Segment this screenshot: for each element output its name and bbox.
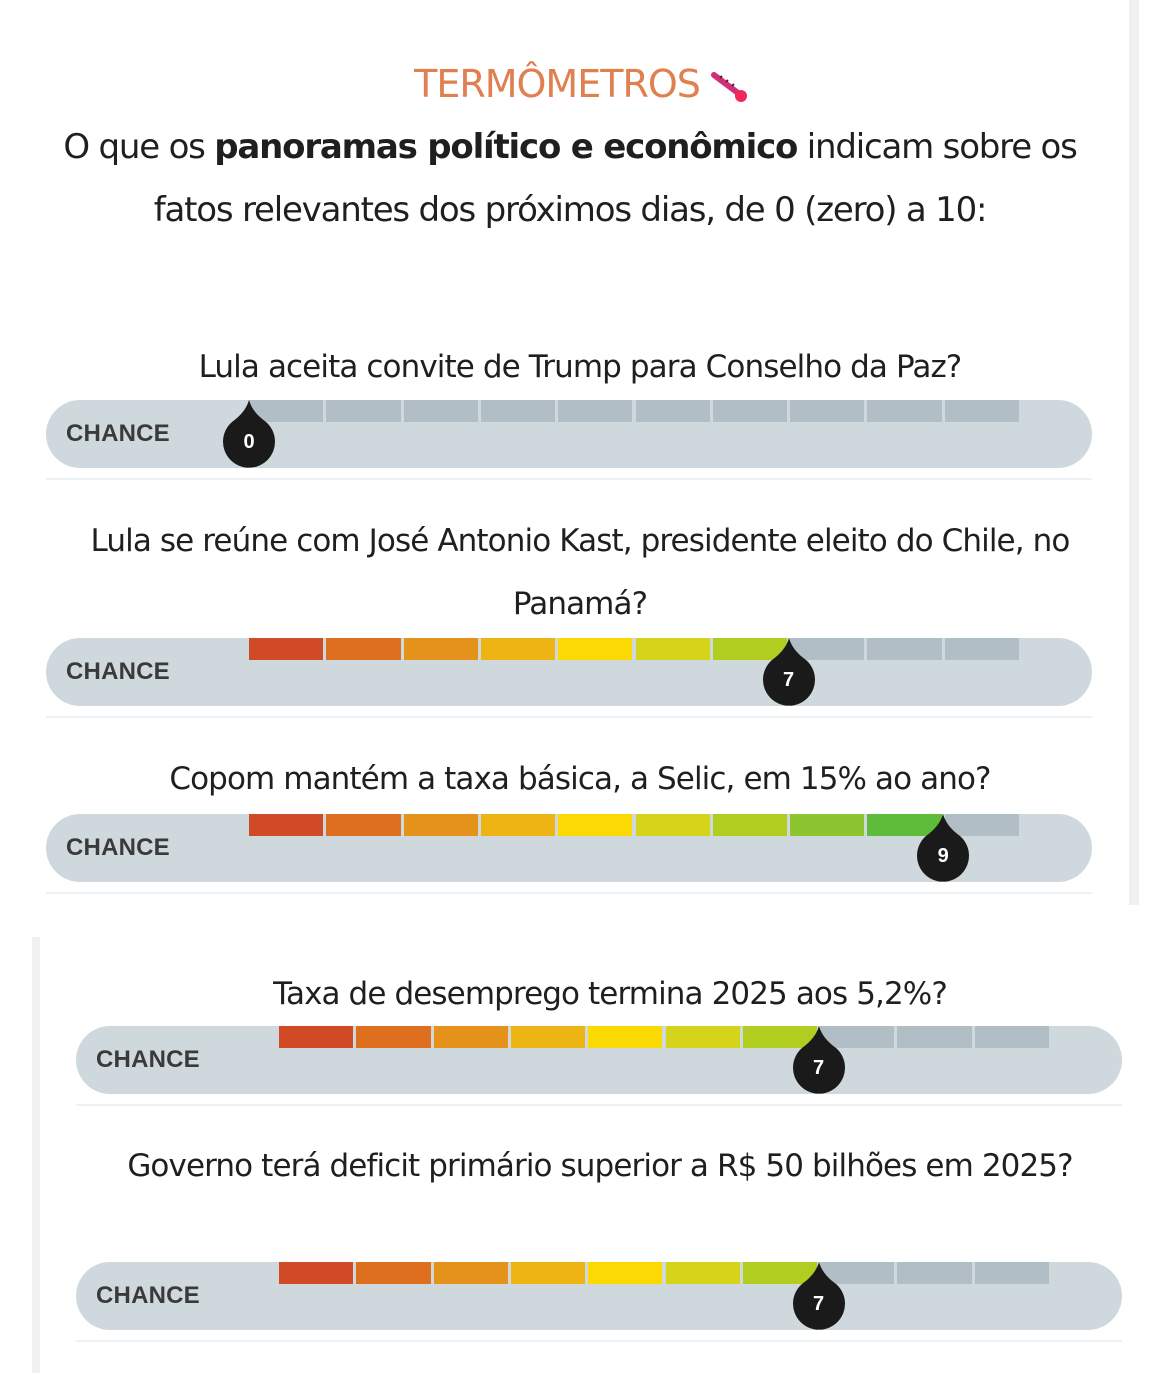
chance-label: CHANCE bbox=[66, 834, 170, 861]
divider bbox=[76, 1104, 1122, 1106]
thermometer-question: Lula aceita convite de Trump para Consel… bbox=[198, 349, 963, 385]
value-pointer: 7 bbox=[792, 1262, 846, 1334]
scale-segment bbox=[249, 814, 324, 836]
divider bbox=[46, 892, 1092, 894]
thermometer-track: CHANCE 7 bbox=[46, 638, 1092, 706]
scale-segment bbox=[665, 1026, 740, 1048]
scale-segment bbox=[356, 1262, 431, 1284]
scale-segment bbox=[588, 1026, 663, 1048]
scale-segment bbox=[635, 814, 710, 836]
scale-segment bbox=[665, 1262, 740, 1284]
scale-segment bbox=[249, 400, 324, 422]
scale-segment bbox=[510, 1026, 586, 1048]
scale-segment bbox=[944, 814, 1019, 836]
scale-segment bbox=[974, 1262, 1049, 1284]
value-number: 7 bbox=[813, 1293, 825, 1315]
chance-label: CHANCE bbox=[96, 1282, 200, 1309]
intro-text: O que os panoramas político e econômico … bbox=[40, 116, 1100, 242]
value-pointer: 9 bbox=[916, 814, 970, 886]
scale-segment bbox=[433, 1262, 508, 1284]
value-number: 0 bbox=[243, 431, 255, 453]
value-pointer: 7 bbox=[762, 638, 816, 710]
thermometer-track: CHANCE 9 bbox=[46, 814, 1092, 882]
value-number: 7 bbox=[813, 1057, 825, 1079]
scale-segment bbox=[897, 1262, 972, 1284]
scale-segment bbox=[820, 1262, 895, 1284]
scale-segment bbox=[279, 1026, 354, 1048]
divider bbox=[46, 478, 1092, 480]
chance-label: CHANCE bbox=[96, 1046, 200, 1073]
scale-segment bbox=[742, 1026, 818, 1048]
scale-segment bbox=[867, 814, 942, 836]
scale-segment bbox=[742, 1262, 818, 1284]
thermometer-question: Lula se reúne com José Antonio Kast, pre… bbox=[90, 523, 1071, 622]
scale-segment bbox=[790, 638, 865, 660]
scale-segment bbox=[635, 400, 710, 422]
scale-segment bbox=[326, 638, 401, 660]
thermometer-question: Governo terá deficit primário superior a… bbox=[127, 1148, 1073, 1184]
scale-segment bbox=[558, 814, 633, 836]
intro-bold: panoramas político e econômico bbox=[214, 127, 798, 167]
section-title: TERMÔMETROS bbox=[0, 58, 1166, 110]
section-title-text: TERMÔMETROS bbox=[414, 62, 701, 106]
divider bbox=[76, 1340, 1122, 1342]
value-pointer: 7 bbox=[792, 1026, 846, 1098]
divider bbox=[46, 716, 1092, 718]
intro-pre: O que os bbox=[63, 127, 215, 167]
chance-label: CHANCE bbox=[66, 420, 170, 447]
scale-segment bbox=[712, 638, 788, 660]
scale-segment bbox=[974, 1026, 1049, 1048]
scale-segment bbox=[790, 400, 865, 422]
scale-segment bbox=[356, 1026, 431, 1048]
scale-segment bbox=[897, 1026, 972, 1048]
scale-segment bbox=[820, 1026, 895, 1048]
scale-segment bbox=[403, 638, 478, 660]
chance-label: CHANCE bbox=[66, 658, 170, 685]
scale-segment bbox=[944, 638, 1019, 660]
scale-segment bbox=[326, 814, 401, 836]
scale-segment bbox=[867, 400, 942, 422]
panel-edge-right bbox=[1129, 0, 1139, 905]
scale-segment bbox=[249, 638, 324, 660]
scale-segment bbox=[403, 814, 478, 836]
value-pointer: 0 bbox=[222, 400, 276, 472]
scale-segment bbox=[558, 400, 633, 422]
panel-edge-left bbox=[32, 937, 40, 1373]
scale-segment bbox=[712, 814, 788, 836]
thermometer-track: CHANCE 0 bbox=[46, 400, 1092, 468]
intro-post: indicam sobre os fatos relevantes dos pr… bbox=[153, 127, 1078, 230]
thermometer-question: Taxa de desemprego termina 2025 aos 5,2%… bbox=[273, 976, 948, 1012]
scale-segment bbox=[588, 1262, 663, 1284]
scale-segment bbox=[944, 400, 1019, 422]
value-number: 9 bbox=[937, 845, 949, 867]
scale-segment bbox=[867, 638, 942, 660]
scale-segment bbox=[480, 400, 556, 422]
scale-segment bbox=[433, 1026, 508, 1048]
thermometer-icon bbox=[710, 72, 747, 102]
scale-segment bbox=[326, 400, 401, 422]
scale-segment bbox=[558, 638, 633, 660]
scale-segment bbox=[712, 400, 788, 422]
thermometer-track: CHANCE 7 bbox=[76, 1026, 1122, 1094]
scale-segment bbox=[790, 814, 865, 836]
scale-segment bbox=[635, 638, 710, 660]
scale-segment bbox=[480, 814, 556, 836]
scale-segment bbox=[279, 1262, 354, 1284]
thermometer-question: Copom mantém a taxa básica, a Selic, em … bbox=[169, 761, 991, 797]
value-number: 7 bbox=[783, 669, 795, 691]
thermometer-track: CHANCE 7 bbox=[76, 1262, 1122, 1330]
scale-segment bbox=[480, 638, 556, 660]
scale-segment bbox=[403, 400, 478, 422]
scale-segment bbox=[510, 1262, 586, 1284]
